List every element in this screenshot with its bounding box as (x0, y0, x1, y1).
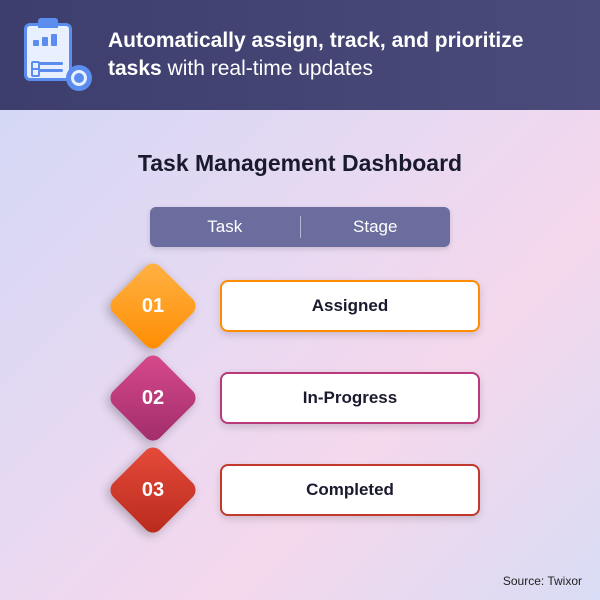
task-row: 03 Completed (120, 457, 480, 523)
rows-container: 01 Assigned 02 In-Progress 03 Completed (80, 273, 520, 523)
task-number-diamond: 02 (120, 365, 186, 431)
body-area: Task Management Dashboard Task Stage 01 A… (0, 110, 600, 600)
task-number: 03 (120, 457, 186, 523)
task-row: 01 Assigned (120, 273, 480, 339)
header-banner: Automatically assign, track, and priorit… (0, 0, 600, 110)
dashboard-card: Task Management Dashboard Task Stage 01 A… (80, 150, 520, 523)
header-title: Automatically assign, track, and priorit… (108, 27, 576, 84)
col-stage: Stage (301, 217, 451, 237)
col-task: Task (150, 217, 300, 237)
clipboard-gear-icon (24, 23, 88, 87)
card-title: Task Management Dashboard (80, 150, 520, 177)
source-attribution: Source: Twixor (503, 574, 582, 588)
task-number: 01 (120, 273, 186, 339)
task-number: 02 (120, 365, 186, 431)
header-title-rest: with real-time updates (162, 57, 373, 80)
stage-box: Completed (220, 464, 480, 516)
stage-box: In-Progress (220, 372, 480, 424)
task-row: 02 In-Progress (120, 365, 480, 431)
task-number-diamond: 03 (120, 457, 186, 523)
stage-box: Assigned (220, 280, 480, 332)
task-number-diamond: 01 (120, 273, 186, 339)
table-header: Task Stage (150, 207, 450, 247)
